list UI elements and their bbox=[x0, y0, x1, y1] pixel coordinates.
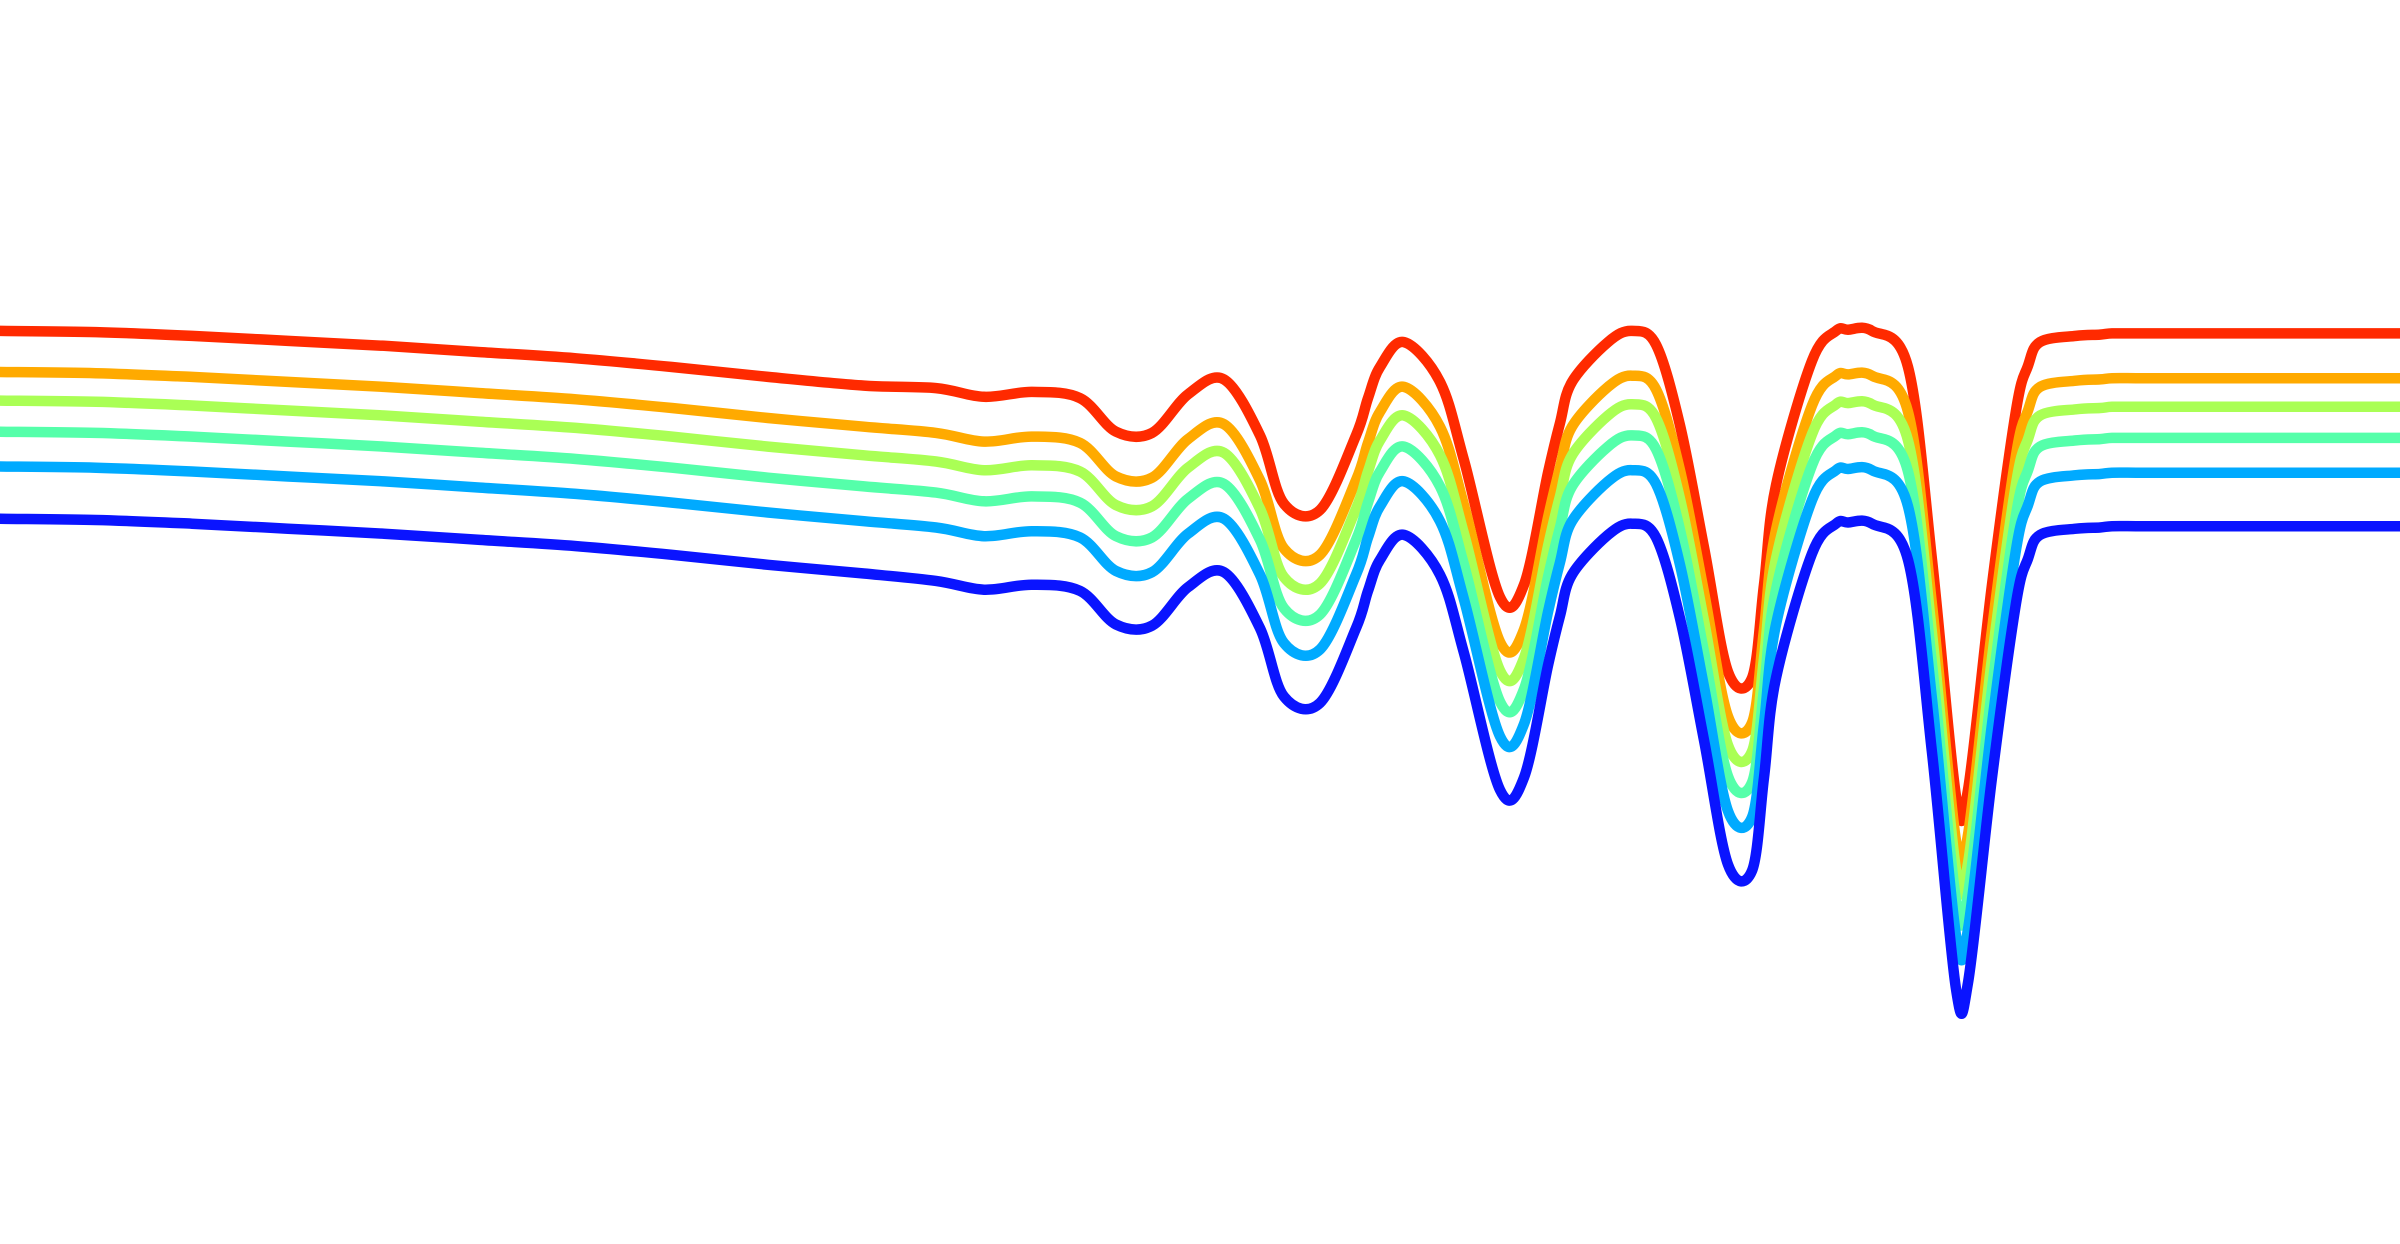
series-line-5 bbox=[0, 461, 2400, 966]
series-group bbox=[0, 322, 2400, 1019]
series-line-3 bbox=[0, 395, 2400, 900]
series-line-6 bbox=[0, 513, 2400, 1019]
series-line-4 bbox=[0, 426, 2400, 931]
series-line-1 bbox=[0, 322, 2400, 826]
